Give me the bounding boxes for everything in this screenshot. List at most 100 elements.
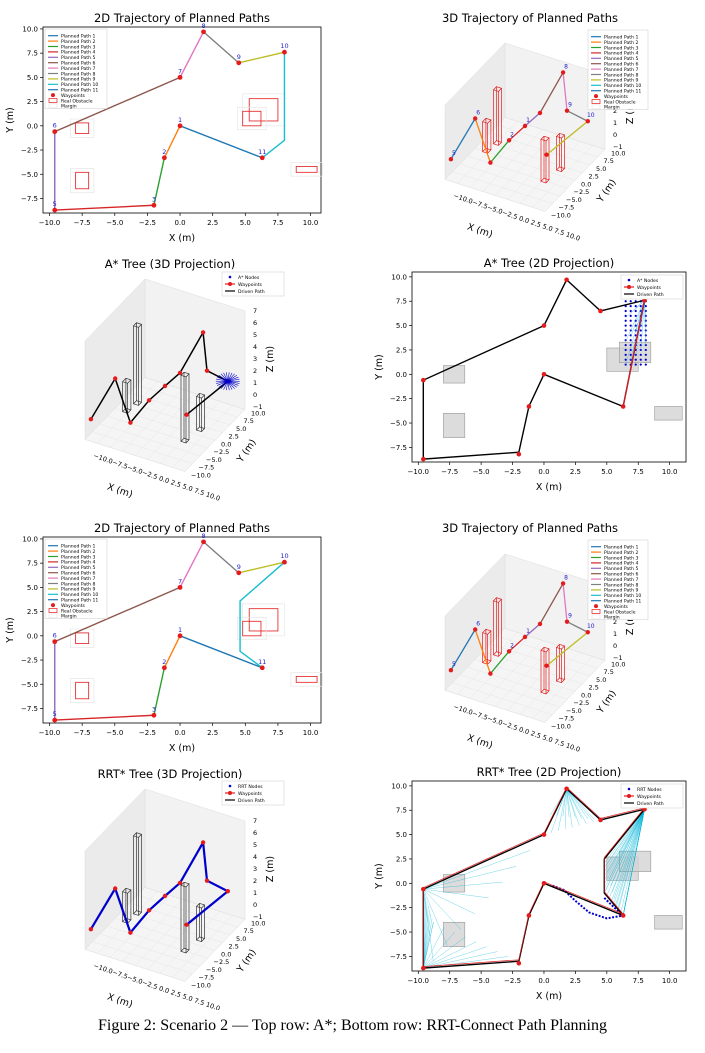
z-axis-label: Z (m) bbox=[625, 98, 636, 124]
obstacle bbox=[443, 921, 466, 947]
y-tick-label: −7.5 bbox=[390, 953, 407, 961]
obstacle bbox=[295, 166, 318, 173]
figure-caption: Figure 2: Scenario 2 — Top row: A*; Bott… bbox=[97, 1017, 607, 1034]
legend-label: Planned Path 10 bbox=[604, 83, 641, 89]
grid-line bbox=[519, 141, 581, 204]
tree-edge bbox=[615, 809, 645, 906]
grid-line bbox=[184, 919, 246, 982]
path-segment bbox=[524, 112, 541, 127]
tree-node bbox=[644, 305, 647, 308]
obstacle-margin bbox=[237, 107, 267, 131]
tree-node bbox=[639, 353, 642, 356]
y-tick-label: 0.0 bbox=[221, 440, 231, 448]
waypoint-marker bbox=[113, 376, 118, 381]
legend-label: Planned Path 2 bbox=[61, 39, 95, 45]
legend-label: Planned Path 6 bbox=[604, 572, 638, 578]
tree-edge bbox=[227, 380, 239, 386]
waypoint-label: 6 bbox=[53, 122, 57, 130]
tree-node bbox=[624, 343, 627, 347]
waypoint-marker bbox=[52, 717, 58, 723]
planned-path bbox=[54, 76, 181, 133]
tree-node bbox=[629, 324, 632, 327]
waypoint-marker bbox=[162, 383, 168, 389]
legend-label: Planned Path 8 bbox=[604, 72, 638, 78]
x-axis-label: X (m) bbox=[106, 482, 134, 501]
tree-edge bbox=[227, 373, 235, 382]
legend-label: Planned Path 2 bbox=[61, 549, 95, 555]
waypoint-marker bbox=[259, 665, 265, 671]
z-tick-label: 0 bbox=[253, 391, 257, 399]
y-tick-label: 2.5 bbox=[589, 173, 599, 181]
legend-label: Planned Path 1 bbox=[61, 544, 95, 550]
obstacle bbox=[75, 171, 90, 190]
waypoint-marker bbox=[421, 886, 426, 892]
waypoint-marker bbox=[541, 881, 547, 886]
path-segment bbox=[546, 120, 589, 156]
grid-line bbox=[144, 887, 246, 920]
y-tick-label: −2.5 bbox=[390, 395, 407, 403]
z-tick-label: −1 bbox=[613, 143, 623, 151]
grid-line bbox=[497, 635, 598, 669]
grid-line bbox=[544, 660, 606, 723]
x-tick-label: −5.0 bbox=[473, 468, 490, 476]
tree-edge bbox=[227, 378, 240, 382]
x-tick-label: 5.0 bbox=[240, 219, 251, 227]
waypoint-marker bbox=[52, 639, 58, 645]
waypoint-marker bbox=[236, 570, 242, 576]
tree-edge bbox=[566, 788, 589, 819]
tree-edge bbox=[566, 788, 582, 819]
legend-label: A* Nodes bbox=[238, 275, 260, 281]
waypoint-marker bbox=[620, 913, 626, 918]
tree-edge bbox=[613, 809, 645, 905]
legend-label: Planned Path 6 bbox=[61, 61, 95, 67]
x-tick-label: 7.5 bbox=[633, 977, 644, 985]
waypoint-marker bbox=[526, 404, 532, 409]
tree-edge bbox=[227, 372, 233, 382]
waypoint-label: 2 bbox=[162, 658, 166, 666]
legend-label: Planned Path 8 bbox=[61, 581, 95, 587]
waypoint-marker bbox=[421, 377, 426, 383]
x-axis-label: X (m) bbox=[169, 233, 195, 244]
tree-edge bbox=[227, 381, 230, 391]
waypoint-marker bbox=[146, 908, 152, 913]
tree-node bbox=[624, 324, 627, 327]
tree-node bbox=[644, 363, 647, 366]
waypoint-label: 10 bbox=[587, 623, 595, 630]
tree-edge bbox=[423, 936, 466, 969]
legend-label: Driven Path bbox=[238, 289, 265, 295]
legend-swatch bbox=[627, 285, 631, 289]
tree-edge bbox=[227, 375, 237, 382]
legend-label: Planned Path 9 bbox=[604, 588, 638, 594]
waypoint-marker bbox=[522, 634, 528, 640]
waypoint-marker bbox=[282, 559, 287, 565]
tree-node bbox=[624, 319, 627, 322]
waypoint-marker bbox=[560, 581, 566, 586]
legend-label: Planned Path 1 bbox=[604, 545, 638, 551]
waypoint-marker bbox=[151, 712, 157, 718]
waypoint-marker bbox=[526, 913, 532, 918]
z-tick-label: 1 bbox=[613, 630, 617, 638]
tree-edge bbox=[566, 788, 580, 826]
waypoint-marker bbox=[541, 323, 547, 328]
path-segment bbox=[450, 118, 476, 160]
waypoint-marker bbox=[161, 155, 167, 161]
tree-edge bbox=[423, 881, 503, 890]
y-tick-label: 2.5 bbox=[229, 433, 239, 441]
waypoint-label: 1 bbox=[526, 117, 530, 124]
y-tick-label: 10.0 bbox=[251, 919, 265, 927]
figure-canvas: 2D Trajectory of Planned Paths X (m) Y (m)… bbox=[5, 11, 687, 1013]
tree-edge bbox=[218, 380, 228, 388]
x-axis-label: X (m) bbox=[466, 733, 494, 752]
legend-label: Waypoints bbox=[238, 282, 262, 288]
legend-label: Planned Path 11 bbox=[61, 88, 98, 94]
waypoint-label: 1 bbox=[526, 628, 530, 635]
waypoint-marker bbox=[506, 649, 512, 654]
path-segment bbox=[450, 629, 476, 671]
waypoint-label: 6 bbox=[476, 621, 480, 628]
waypoint-marker bbox=[177, 633, 183, 639]
y-tick-label: −5.0 bbox=[390, 929, 407, 937]
planned-path bbox=[179, 125, 263, 159]
x-axis-label: X (m) bbox=[169, 743, 195, 754]
